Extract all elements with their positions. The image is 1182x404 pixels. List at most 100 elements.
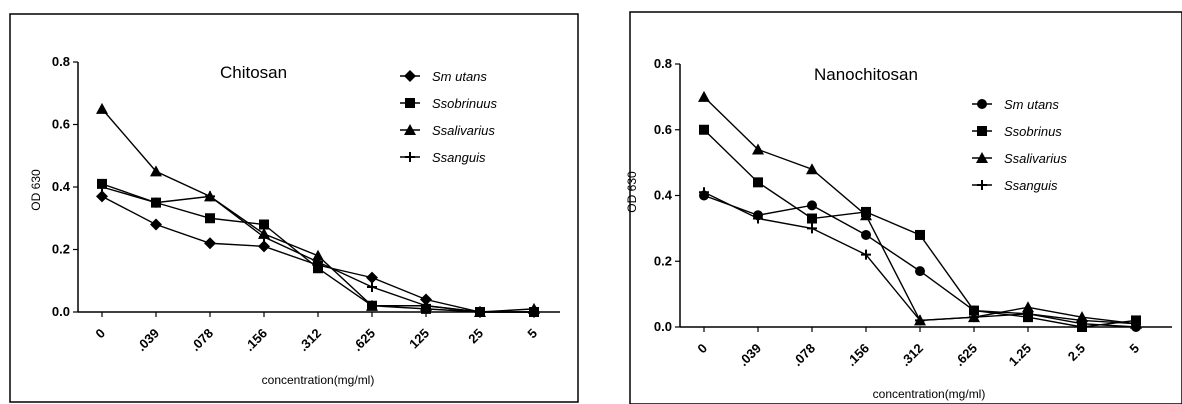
data-point [806, 163, 818, 175]
data-point [205, 191, 215, 202]
data-point [313, 257, 323, 267]
x-tick-label: .156 [242, 326, 271, 355]
data-point [915, 315, 925, 326]
data-point [420, 293, 432, 306]
legend-marker [405, 152, 415, 162]
x-tick-label: .039 [134, 326, 163, 355]
chart-frame [9, 13, 579, 403]
x-tick-label: .078 [790, 341, 819, 370]
x-tick-label: .039 [736, 341, 765, 370]
data-point [204, 237, 216, 250]
data-point [150, 165, 162, 177]
data-point [861, 249, 871, 260]
chart-panel-nanochitosan: 0.0 0.2 0.4 0.6 0.8 0 .039 .078 .156 .312 .625 1.25… [592, 0, 1182, 404]
y-tick-label: 0.6 [654, 122, 672, 137]
data-point [150, 218, 162, 231]
data-point [96, 190, 108, 203]
legend-entry: Ssalivarius [432, 123, 495, 138]
data-point [753, 177, 763, 188]
y-tick-label: 0.0 [52, 304, 70, 319]
data-point [1077, 322, 1087, 332]
data-point [1022, 301, 1034, 313]
data-point [969, 305, 979, 316]
legend-entry: Sm utans [1004, 97, 1059, 112]
data-point [1077, 315, 1087, 326]
legend-marker [977, 180, 987, 190]
data-point [699, 124, 709, 135]
y-tick-label: 0.4 [654, 188, 673, 203]
legend-marker [976, 152, 988, 163]
data-point [698, 90, 710, 102]
data-point [807, 200, 817, 211]
series-line [703, 194, 1137, 328]
data-point [753, 213, 763, 224]
series-line [703, 129, 1137, 328]
y-tick-label: 0.2 [654, 253, 672, 268]
x-tick-label: .156 [844, 341, 873, 370]
chart-chitosan: 0.0 0.2 0.4 0.6 0.8 0 .039 .078 .156 .312 .625 125 2… [9, 13, 579, 403]
legend-entry: Ssanguis [432, 150, 486, 165]
data-point [258, 240, 270, 253]
x-tick-label: .078 [188, 326, 217, 355]
series-1 [699, 190, 1141, 332]
legend-entry: Ssalivarius [1004, 151, 1067, 166]
series-2 [97, 178, 539, 317]
legend-marker [977, 99, 987, 109]
x-tick-label: 5 [524, 326, 540, 342]
data-point [529, 307, 539, 317]
data-point [312, 249, 324, 261]
x-tick-label: .625 [350, 326, 379, 355]
x-axis-label: concentration(mg/ml) [262, 373, 375, 387]
x-tick-label: 1.25 [1006, 341, 1035, 370]
x-tick-label: 0 [694, 341, 710, 357]
chart-frame [629, 11, 1182, 404]
data-point [475, 307, 485, 317]
data-point [1131, 318, 1141, 329]
y-tick-label: 0.2 [52, 242, 70, 257]
data-point [367, 282, 377, 292]
y-tick-label: 0.4 [52, 179, 71, 194]
legend: Sm utans Ssobrinus Ssalivarius Ssanguis [972, 97, 1067, 193]
data-point [313, 263, 323, 274]
legend: Sm utans Ssobrinuus Ssalivarius Ssanguis [400, 69, 498, 165]
legend-entry: Ssanguis [1004, 178, 1058, 193]
data-point [151, 197, 161, 208]
x-axis-label: concentration(mg/ml) [873, 387, 986, 401]
x-tick-label: 25 [465, 326, 486, 347]
data-point [915, 229, 925, 240]
x-tick-label: .312 [296, 326, 325, 355]
legend-marker [405, 98, 415, 108]
data-point [1023, 308, 1033, 319]
data-point [807, 223, 817, 234]
series-line [703, 96, 1137, 325]
y-tick-label: 0.8 [52, 54, 70, 69]
chart-panel-chitosan: 0.0 0.2 0.4 0.6 0.8 0 .039 .078 .156 .312 .625 125 2… [0, 0, 590, 404]
series-line [101, 108, 535, 313]
series-3 [698, 90, 1142, 329]
data-point [861, 229, 871, 240]
y-axis-label: OD 630 [29, 169, 43, 211]
data-point [259, 219, 269, 230]
data-point [421, 300, 431, 311]
data-point [366, 271, 378, 284]
data-point [915, 266, 925, 277]
data-point [969, 312, 979, 323]
series-line [703, 191, 1137, 325]
y-axis-label: OD 630 [625, 171, 639, 213]
data-point [259, 232, 269, 242]
x-tick-label: 5 [1126, 341, 1142, 357]
x-tick-label: 2.5 [1065, 341, 1088, 364]
legend-marker [404, 70, 416, 82]
data-point [699, 187, 709, 198]
series-4 [97, 182, 539, 317]
data-point [860, 209, 872, 221]
x-tick-label: .625 [952, 341, 981, 370]
y-tick-label: 0.8 [654, 56, 672, 71]
legend-marker [977, 126, 987, 136]
data-point [807, 213, 817, 224]
data-point [366, 299, 378, 311]
legend-entry: Ssobrinuus [432, 96, 498, 111]
legend-marker [404, 124, 416, 135]
data-point [205, 213, 215, 224]
legend-entry: Sm utans [432, 69, 487, 84]
